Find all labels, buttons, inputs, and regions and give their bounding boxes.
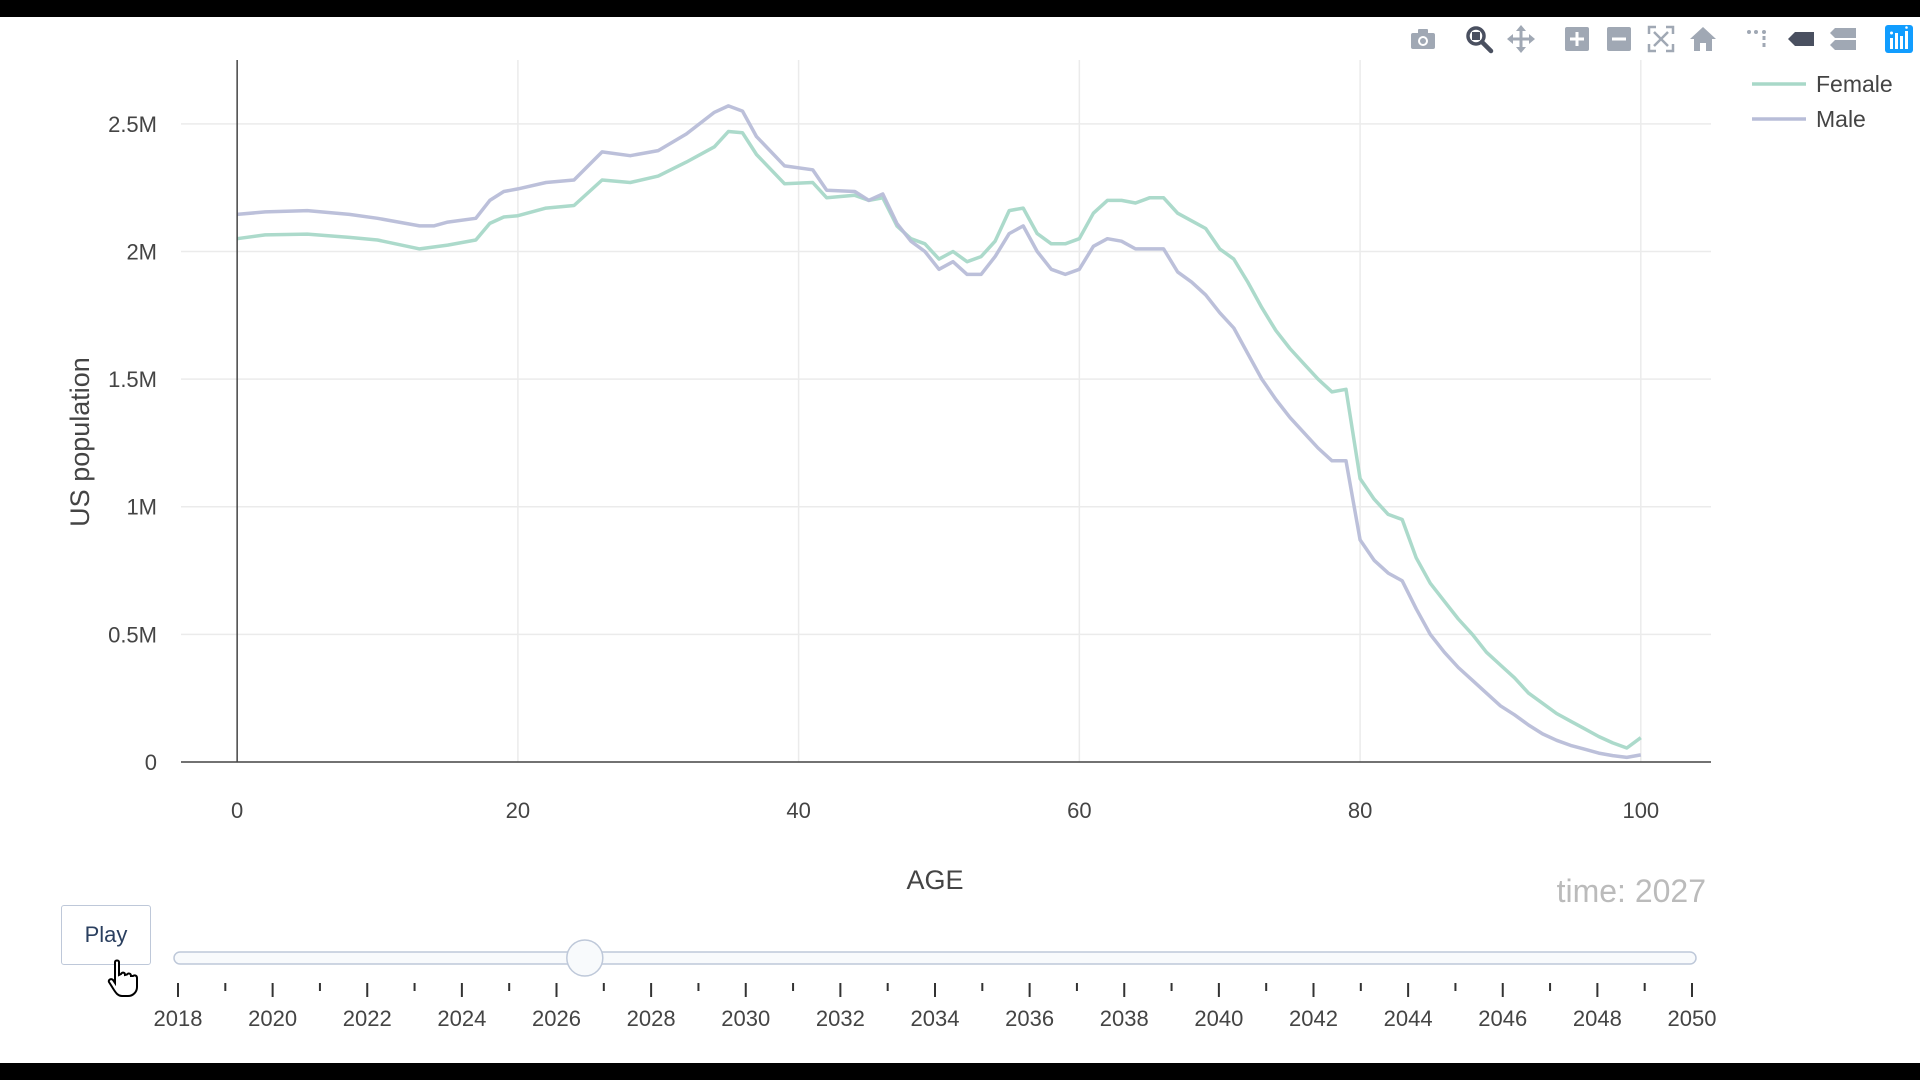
x-tick-label: 100 [1622,798,1659,823]
gridlines [181,60,1711,762]
axes: 0 0.5M 1M 1.5M 2M 2.5M 0 20 40 60 80 100 [108,60,1711,823]
slider-year-label[interactable]: 2020 [248,1006,297,1031]
y-tick-label: 1M [126,495,157,520]
series-lines [236,104,1642,760]
y-tick-label: 2.5M [108,112,157,137]
slider-year-label[interactable]: 2024 [437,1006,486,1031]
reset-axes-icon[interactable] [1686,22,1720,56]
slider-year-label[interactable]: 2028 [627,1006,676,1031]
slider-year-label[interactable]: 2042 [1289,1006,1338,1031]
x-tick-label: 20 [506,798,530,823]
modebar [1402,21,1920,57]
slider-year-label[interactable]: 2050 [1668,1006,1717,1031]
zoom-icon[interactable] [1462,22,1496,56]
zoom-in-icon[interactable] [1560,22,1594,56]
slider-year-label[interactable]: 2022 [343,1006,392,1031]
current-frame-label: time: 2027 [1557,873,1706,910]
year-slider[interactable]: 2018 2020 2022 2024 2026 2028 2030 2032 2034 2036… [0,917,1920,1037]
slider-year-label[interactable]: 2026 [532,1006,581,1031]
y-tick-label: 1.5M [108,367,157,392]
hover-compare-icon[interactable] [1826,22,1860,56]
slider-year-label[interactable]: 2032 [816,1006,865,1031]
slider-year-label[interactable]: 2040 [1194,1006,1243,1031]
legend-item-male[interactable]: Male [1816,106,1866,132]
y-tick-label: 0.5M [108,622,157,647]
x-tick-label: 40 [786,798,810,823]
legend-item-female[interactable]: Female [1816,71,1893,97]
x-tick-label: 60 [1067,798,1091,823]
y-tick-label: 0 [145,750,157,775]
play-button[interactable]: Play [61,905,151,965]
x-tick-label: 80 [1348,798,1372,823]
slider-year-label[interactable]: 2038 [1100,1006,1149,1031]
line-chart: 0 0.5M 1M 1.5M 2M 2.5M 0 20 40 60 80 100 AGE US pop… [65,60,1893,895]
slider-year-label[interactable]: 2036 [1005,1006,1054,1031]
slider-year-label[interactable]: 2048 [1573,1006,1622,1031]
y-axis-title: US population [65,357,95,527]
slider-rail[interactable] [173,951,1697,965]
slider-year-label[interactable]: 2034 [911,1006,960,1031]
slider-labels: 2018 2020 2022 2024 2026 2028 2030 2032 2034 2036… [154,1006,1717,1031]
legend[interactable]: Female Male [1752,71,1893,132]
spike-lines-icon[interactable] [1742,22,1776,56]
slider-year-label[interactable]: 2046 [1478,1006,1527,1031]
slider-ticks [177,983,1693,997]
time-prefix: time: [1556,873,1626,909]
plot-frame: 0 0.5M 1M 1.5M 2M 2.5M 0 20 40 60 80 100 AGE US pop… [0,17,1920,1063]
zoom-out-icon[interactable] [1602,22,1636,56]
slider-year-label[interactable]: 2018 [154,1006,203,1031]
pan-icon[interactable] [1504,22,1538,56]
x-axis-title: AGE [906,865,963,895]
slider-year-label[interactable]: 2030 [721,1006,770,1031]
x-tick-label: 0 [231,798,243,823]
autoscale-icon[interactable] [1644,22,1678,56]
plotly-logo-icon[interactable] [1882,22,1916,56]
hand-cursor-icon [107,959,138,997]
camera-icon[interactable] [1406,22,1440,56]
hover-closest-icon[interactable] [1784,22,1818,56]
time-value: 2027 [1634,873,1706,909]
slider-handle[interactable] [566,939,604,977]
slider-year-label[interactable]: 2044 [1384,1006,1433,1031]
y-tick-label: 2M [126,239,157,264]
series-line-female[interactable] [236,129,1642,750]
series-line-male[interactable] [236,104,1642,760]
